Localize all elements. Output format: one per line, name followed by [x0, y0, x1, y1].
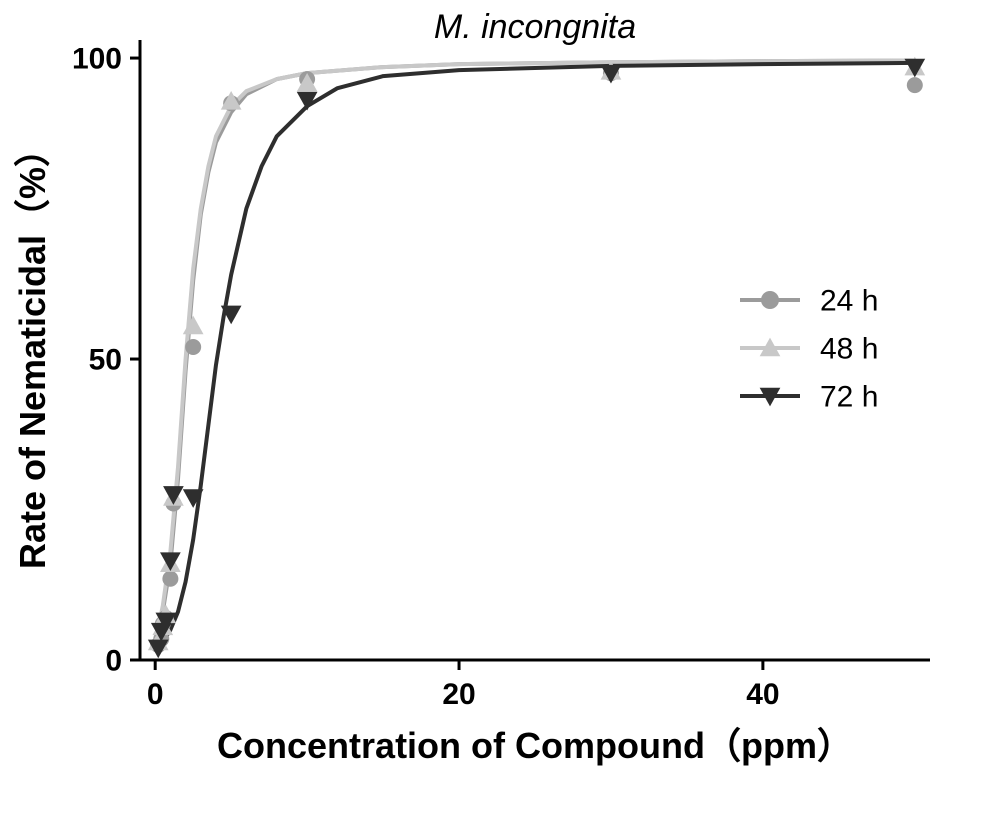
x-tick-label: 20: [442, 678, 475, 711]
curve-72-h: [155, 63, 915, 648]
y-tick-label: 100: [72, 43, 122, 76]
legend-label-24-h: 24 h: [820, 285, 878, 318]
y-tick-label: 50: [89, 344, 122, 377]
legend-marker-24-h: [761, 291, 779, 309]
x-tick-label: 40: [746, 678, 779, 711]
point-24-h: [162, 571, 178, 587]
chart-title: M. incongnita: [434, 8, 636, 46]
point-24-h: [185, 339, 201, 355]
x-tick-label: 0: [147, 678, 164, 711]
chart-container: M. incongnita 0 20 40 0 50 100 Concentration of…: [0, 0, 1000, 823]
point-48-h: [183, 316, 204, 335]
point-24-h: [907, 77, 923, 93]
y-tick-label: 0: [105, 645, 122, 678]
chart-svg: M. incongnita 0 20 40 0 50 100 Concentration of…: [0, 0, 1000, 823]
legend-label-48-h: 48 h: [820, 333, 878, 366]
legend-label-72-h: 72 h: [820, 381, 878, 414]
y-axis-label: Rate of Nematicidal（%）: [12, 131, 53, 569]
x-axis-label: Concentration of Compound（ppm）: [217, 725, 853, 766]
